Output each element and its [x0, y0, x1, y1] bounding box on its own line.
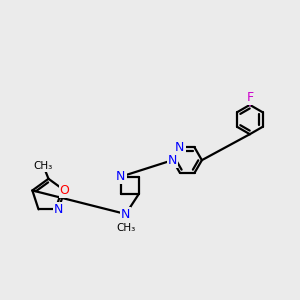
Text: CH₃: CH₃ — [116, 223, 135, 233]
Text: F: F — [246, 91, 254, 104]
Text: N: N — [54, 203, 63, 216]
Text: N: N — [168, 154, 177, 167]
Text: N: N — [175, 141, 184, 154]
Text: N: N — [121, 208, 130, 220]
Text: O: O — [60, 184, 70, 197]
Text: N: N — [116, 170, 125, 183]
Text: CH₃: CH₃ — [34, 161, 53, 171]
